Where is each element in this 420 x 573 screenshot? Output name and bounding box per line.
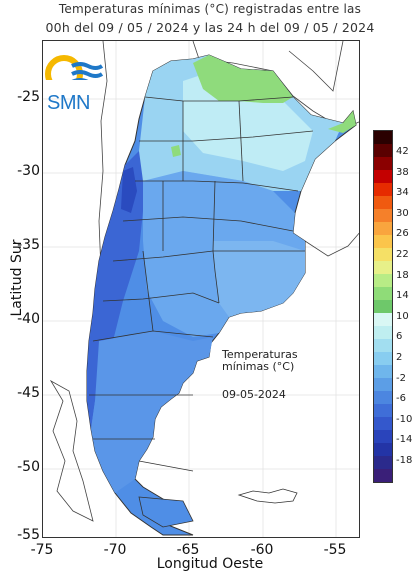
- colorbar-swatch: [374, 222, 392, 235]
- colorbar-swatch: [374, 248, 392, 261]
- y-tick-label: -55: [17, 527, 40, 543]
- x-tick-label: -60: [250, 542, 274, 558]
- colorbar-swatch: [374, 170, 392, 183]
- coldest-spot: [121, 167, 137, 213]
- colorbar-label: 22: [396, 249, 409, 260]
- colorbar-swatch: [374, 391, 392, 404]
- colorbar-swatch: [374, 196, 392, 209]
- y-tick-label: -50: [17, 459, 40, 475]
- colorbar-swatch: [374, 300, 392, 313]
- colorbar-swatch: [374, 443, 392, 456]
- x-tick-label: -75: [30, 542, 54, 558]
- colorbar-swatch: [374, 287, 392, 300]
- colorbar-swatch: [374, 378, 392, 391]
- x-axis-label: Longitud Oeste: [156, 556, 264, 572]
- colorbar-swatch: [374, 430, 392, 443]
- colorbar-label: 14: [396, 290, 409, 302]
- chile-coast: [49, 379, 94, 522]
- warm-zone-chaco: [193, 55, 293, 103]
- colorbar-label: 38: [396, 166, 409, 178]
- colorbar-swatch: [374, 235, 392, 248]
- colorbar-label: 6: [396, 331, 403, 343]
- map-legend-title-line1: Temperaturas: [222, 348, 298, 361]
- colorbar-label: -14: [396, 434, 413, 446]
- colorbar-swatch: [374, 404, 392, 417]
- y-tick-label: -40: [17, 311, 40, 327]
- colorbar-label: 10: [396, 310, 409, 322]
- colorbar-swatch: [374, 339, 392, 352]
- map-legend-title-line2: mínimas (°C): [222, 360, 295, 373]
- x-tick-label: -55: [323, 542, 347, 558]
- colorbar-label: -18: [396, 455, 413, 466]
- warm-zone-misiones: [328, 111, 356, 133]
- colorbar-swatch: [374, 274, 392, 287]
- colorbar-swatch: [374, 183, 392, 196]
- colorbar-swatch: [374, 365, 392, 378]
- colorbar-label: 26: [396, 228, 409, 240]
- colorbar-label: 34: [396, 187, 409, 199]
- colorbar-swatch: [374, 157, 392, 170]
- colorbar-label: -10: [396, 413, 413, 425]
- smn-logo-text: SMN: [47, 92, 90, 114]
- colorbar-label: 2: [396, 352, 403, 363]
- colorbar-swatch: [374, 261, 392, 274]
- colorbar-swatch: [374, 469, 392, 482]
- y-tick-label: -35: [17, 237, 40, 253]
- colorbar-swatch: [374, 352, 392, 365]
- colorbar-swatch: [374, 313, 392, 326]
- temperature-colorbar: [373, 130, 393, 483]
- map-plot-area: [42, 40, 360, 538]
- map-legend-title: Temperaturas mínimas (°C): [222, 349, 298, 373]
- map-title-line1: Temperaturas mínimas (°C) registradas en…: [58, 2, 362, 16]
- x-tick-label: -65: [176, 542, 200, 558]
- colorbar-label: 18: [396, 269, 409, 281]
- y-tick-label: -30: [17, 163, 40, 179]
- y-tick-label: -25: [17, 89, 40, 105]
- colorbar-swatch: [374, 326, 392, 339]
- colorbar-label: 30: [396, 207, 409, 219]
- smn-logo: [45, 55, 104, 80]
- warm-spot-tucuman: [171, 145, 181, 157]
- argentina-temperature-map: [43, 41, 359, 537]
- colorbar-swatch: [374, 417, 392, 430]
- patagonia-zone: [91, 331, 213, 493]
- map-title-line2: 00h del 09 / 05 / 2024 y las 24 h del 09…: [45, 20, 375, 35]
- map-legend-date: 09-05-2024: [222, 388, 286, 401]
- pampa-zone: [213, 241, 305, 317]
- province-borders: [89, 96, 314, 472]
- colorbar-label: -6: [396, 393, 406, 405]
- y-axis-label: Latitud Sur: [9, 239, 25, 317]
- colorbar-swatch: [374, 209, 392, 222]
- colorbar-swatch: [374, 144, 392, 157]
- x-tick-label: -70: [103, 542, 127, 558]
- tierra-del-fuego: [138, 496, 194, 528]
- y-tick-label: -45: [17, 385, 40, 401]
- colorbar-label: 42: [396, 146, 409, 157]
- colorbar-swatch: [374, 456, 392, 469]
- colorbar-swatch: [374, 131, 392, 144]
- malvinas-islands: [237, 488, 298, 504]
- colorbar-label: -2: [396, 372, 406, 384]
